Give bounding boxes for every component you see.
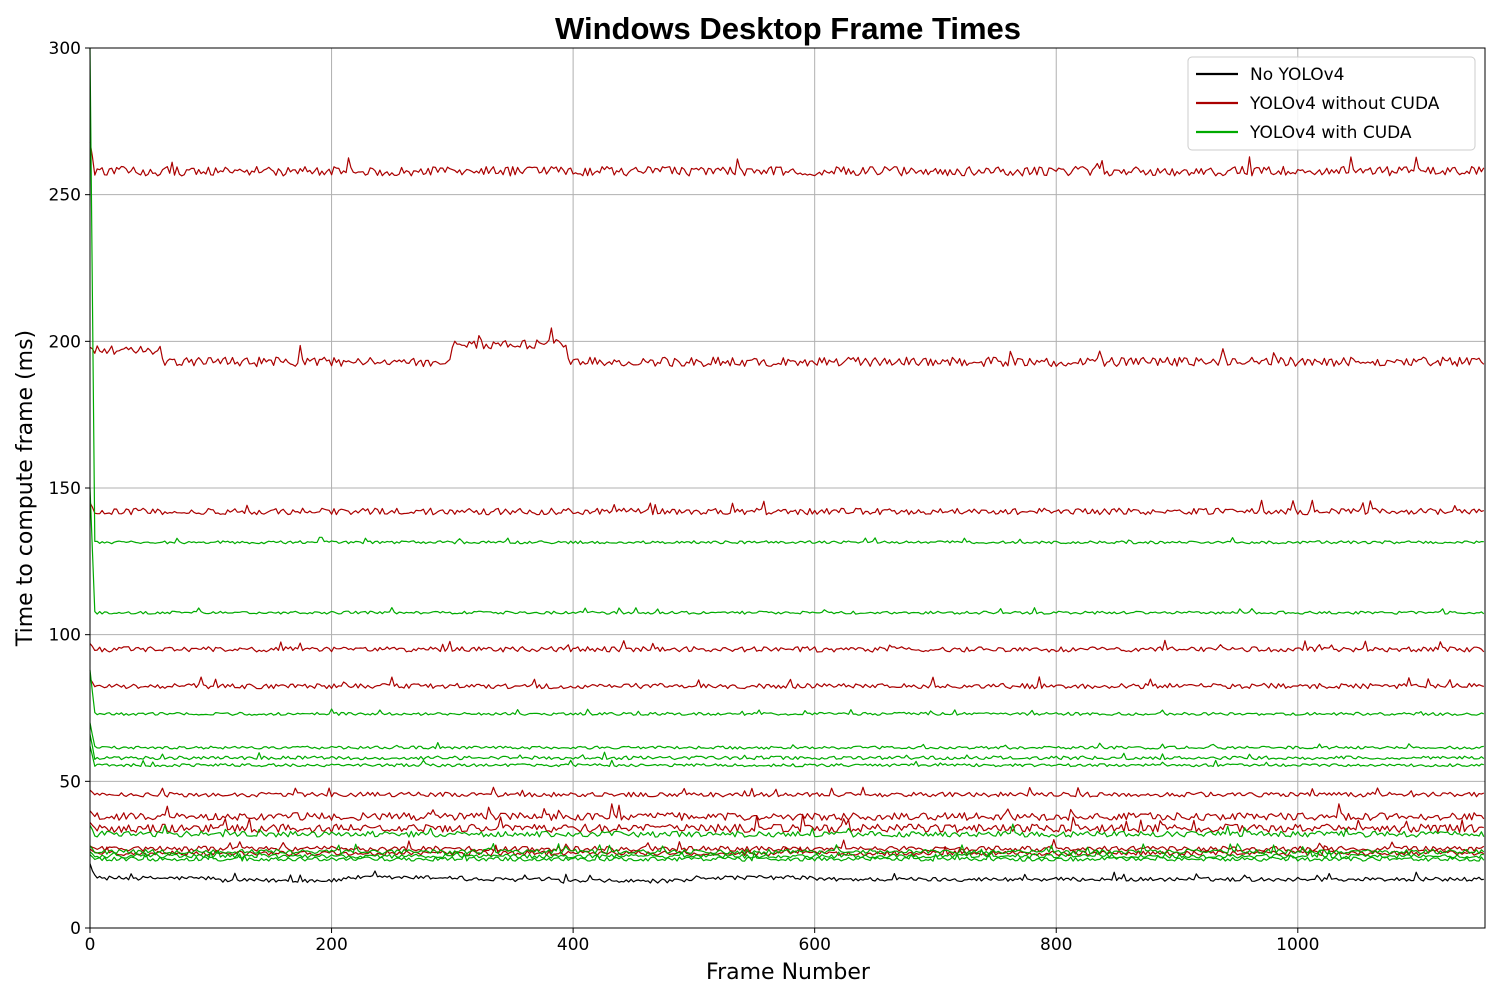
y-tick-label: 100 <box>49 626 81 646</box>
series-line <box>89 745 1484 768</box>
chart-title: Windows Desktop Frame Times <box>555 11 1021 46</box>
legend-box <box>1187 56 1476 151</box>
series-line <box>89 813 1484 833</box>
x-tick-label: 600 <box>798 935 830 955</box>
y-tick-label: 200 <box>49 332 81 352</box>
series-line <box>89 487 1485 615</box>
y-axis-label: Time to compute frame (ms) <box>13 330 38 647</box>
series-line <box>89 669 1484 716</box>
x-tick-label: 200 <box>315 935 347 955</box>
series-line <box>89 843 1485 855</box>
series-line <box>89 803 1485 821</box>
y-tick-label: 300 <box>49 39 81 59</box>
x-tick-label: 400 <box>557 935 589 955</box>
series-line <box>89 47 1484 545</box>
y-tick-label: 0 <box>70 919 81 939</box>
x-axis-label: Frame Number <box>706 960 871 985</box>
series-line <box>89 141 1485 177</box>
legend-entry: No YOLOv4 <box>1250 65 1344 85</box>
series-layer <box>89 47 1485 884</box>
legend-entry: YOLOv4 with CUDA <box>1249 123 1412 143</box>
series-line <box>89 722 1484 750</box>
series-line <box>89 848 1484 859</box>
series-line <box>89 499 1484 516</box>
series-line <box>89 639 1485 653</box>
y-tick-label: 150 <box>49 479 81 499</box>
series-line <box>89 823 1485 838</box>
series-line <box>89 786 1485 798</box>
series-line <box>89 863 1484 884</box>
series-line <box>89 327 1485 368</box>
series-line <box>89 851 1485 862</box>
x-tick-label: 0 <box>85 935 96 955</box>
legend-entry: YOLOv4 without CUDA <box>1249 94 1440 114</box>
x-tick-label: 1000 <box>1276 935 1319 955</box>
y-tick-label: 50 <box>59 772 81 792</box>
series-line <box>89 676 1484 690</box>
tick-layer: 0 200 400 600 800 1000 0 50 100 150 200 250 300 <box>49 39 1320 955</box>
series-line <box>89 839 1485 852</box>
legend: No YOLOv4 YOLOv4 without CUDA YOLOv4 with … <box>1187 56 1476 151</box>
grid-layer <box>89 47 1485 929</box>
y-tick-label: 250 <box>49 186 81 206</box>
series-line <box>89 734 1485 761</box>
x-tick-label: 800 <box>1040 935 1072 955</box>
